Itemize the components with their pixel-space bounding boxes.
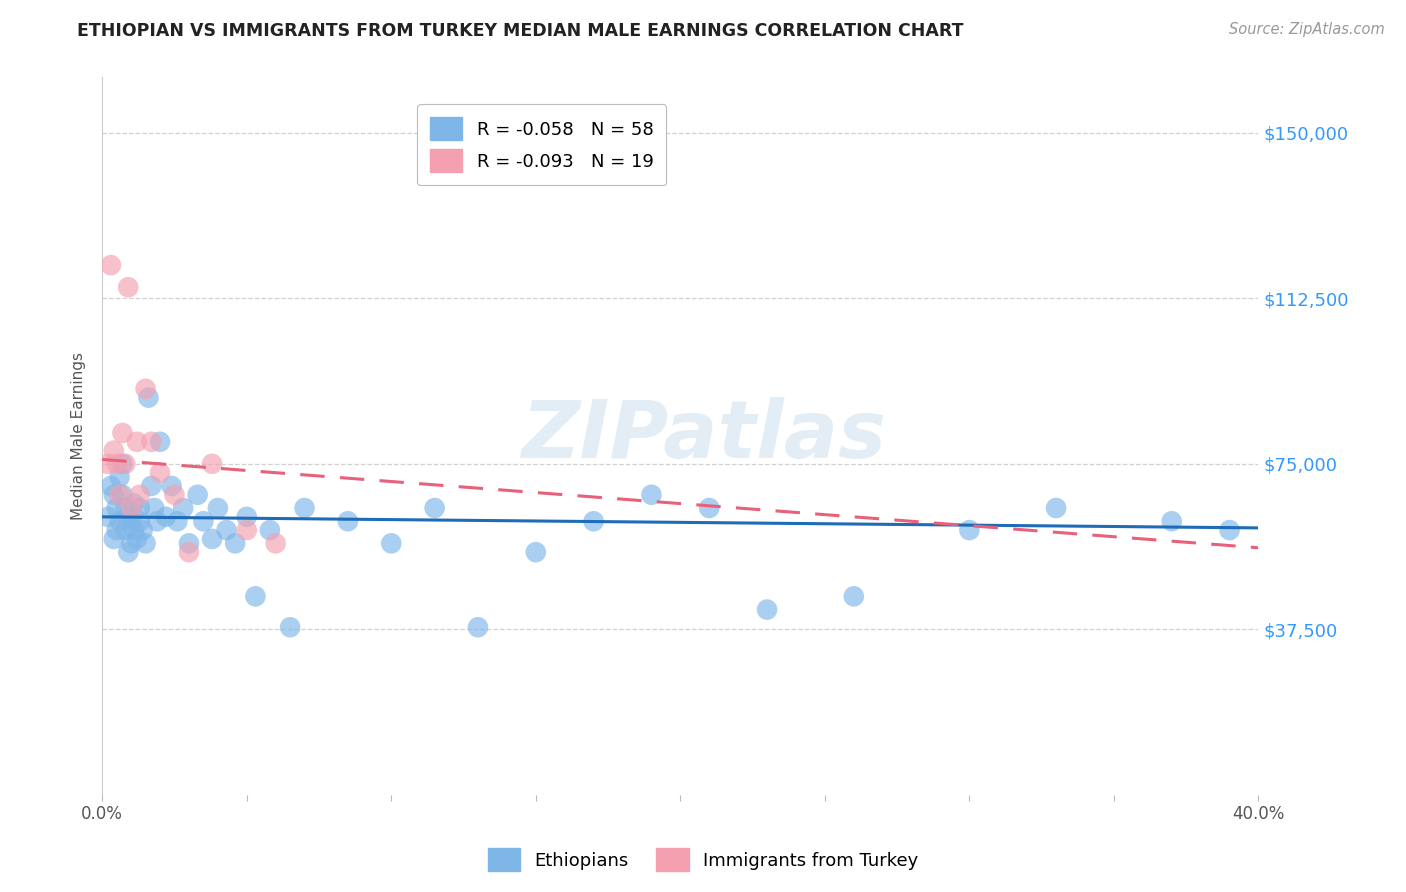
Point <box>336 514 359 528</box>
Point <box>177 536 200 550</box>
Point <box>842 590 865 604</box>
Point <box>100 479 122 493</box>
Point <box>111 457 134 471</box>
Point <box>117 545 139 559</box>
Point <box>138 391 160 405</box>
Point <box>114 457 136 471</box>
Point <box>193 514 215 528</box>
Point <box>166 514 188 528</box>
Point <box>1160 514 1182 528</box>
Point <box>117 509 139 524</box>
Point <box>128 488 150 502</box>
Point <box>105 501 128 516</box>
Point <box>146 514 169 528</box>
Point <box>697 501 720 516</box>
Point <box>278 620 301 634</box>
Point <box>108 488 131 502</box>
Point <box>149 434 172 449</box>
Point <box>1219 523 1241 537</box>
Point <box>111 425 134 440</box>
Point <box>103 443 125 458</box>
Point <box>640 488 662 502</box>
Point <box>128 501 150 516</box>
Point <box>131 523 153 537</box>
Text: ETHIOPIAN VS IMMIGRANTS FROM TURKEY MEDIAN MALE EARNINGS CORRELATION CHART: ETHIOPIAN VS IMMIGRANTS FROM TURKEY MEDI… <box>77 22 965 40</box>
Point <box>187 488 209 502</box>
Point <box>245 590 267 604</box>
Point <box>380 536 402 550</box>
Point <box>235 523 257 537</box>
Point <box>125 532 148 546</box>
Point <box>163 488 186 502</box>
Point <box>467 620 489 634</box>
Point <box>122 523 145 537</box>
Point <box>125 434 148 449</box>
Point <box>201 457 224 471</box>
Point <box>103 488 125 502</box>
Point <box>423 501 446 516</box>
Point <box>108 470 131 484</box>
Point <box>105 457 128 471</box>
Point <box>120 514 142 528</box>
Point <box>235 509 257 524</box>
Legend: Ethiopians, Immigrants from Turkey: Ethiopians, Immigrants from Turkey <box>481 841 925 879</box>
Point <box>120 501 142 516</box>
Point <box>143 501 166 516</box>
Point <box>201 532 224 546</box>
Point <box>117 280 139 294</box>
Point <box>141 479 163 493</box>
Point <box>105 523 128 537</box>
Point <box>524 545 547 559</box>
Point <box>122 497 145 511</box>
Point <box>103 532 125 546</box>
Point <box>97 509 120 524</box>
Point <box>114 501 136 516</box>
Legend: R = -0.058   N = 58, R = -0.093   N = 19: R = -0.058 N = 58, R = -0.093 N = 19 <box>418 104 666 186</box>
Point <box>294 501 316 516</box>
Text: Source: ZipAtlas.com: Source: ZipAtlas.com <box>1229 22 1385 37</box>
Point <box>111 488 134 502</box>
Point <box>149 466 172 480</box>
Point <box>141 434 163 449</box>
Point <box>259 523 281 537</box>
Point <box>215 523 238 537</box>
Point <box>135 536 157 550</box>
Point <box>120 536 142 550</box>
Point <box>160 479 183 493</box>
Point <box>957 523 980 537</box>
Point <box>177 545 200 559</box>
Point <box>114 523 136 537</box>
Point <box>108 514 131 528</box>
Text: ZIPatlas: ZIPatlas <box>522 397 886 475</box>
Y-axis label: Median Male Earnings: Median Male Earnings <box>72 352 86 520</box>
Point <box>97 457 120 471</box>
Point <box>155 509 177 524</box>
Point <box>224 536 246 550</box>
Point <box>1045 501 1067 516</box>
Point <box>207 501 229 516</box>
Point <box>172 501 194 516</box>
Point <box>100 258 122 272</box>
Point <box>264 536 287 550</box>
Point <box>582 514 605 528</box>
Point <box>128 514 150 528</box>
Point <box>756 602 779 616</box>
Point <box>135 382 157 396</box>
